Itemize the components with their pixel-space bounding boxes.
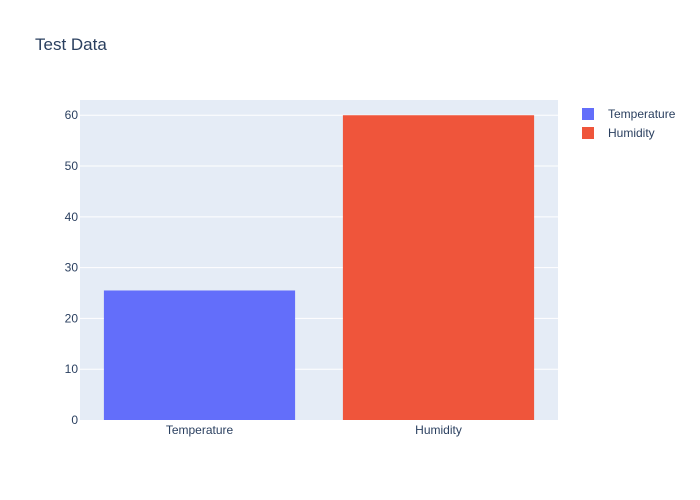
y-tick-label: 50 [65,159,79,173]
legend: Temperature Humidity [582,107,676,140]
y-tick-label: 30 [65,261,79,275]
bars [103,115,535,420]
legend-label: Temperature [608,107,676,121]
bar-temperature[interactable] [103,290,296,420]
y-tick-label: 40 [65,210,79,224]
legend-swatch [582,127,594,139]
y-tick-label: 20 [65,311,79,325]
legend-label: Humidity [608,126,655,140]
x-tick-label: Humidity [415,423,462,437]
bar-humidity[interactable] [342,115,535,420]
chart-title: Test Data [35,35,107,54]
y-tick-label: 60 [65,108,79,122]
legend-item-temperature[interactable]: Temperature [582,107,676,121]
legend-swatch [582,108,594,120]
y-axis-ticks: 0 10 20 30 40 50 60 [65,108,79,427]
legend-item-humidity[interactable]: Humidity [582,126,655,140]
y-tick-label: 0 [71,413,78,427]
x-tick-label: Temperature [166,423,234,437]
y-tick-label: 10 [65,362,79,376]
x-axis-ticks: Temperature Humidity [166,423,462,437]
